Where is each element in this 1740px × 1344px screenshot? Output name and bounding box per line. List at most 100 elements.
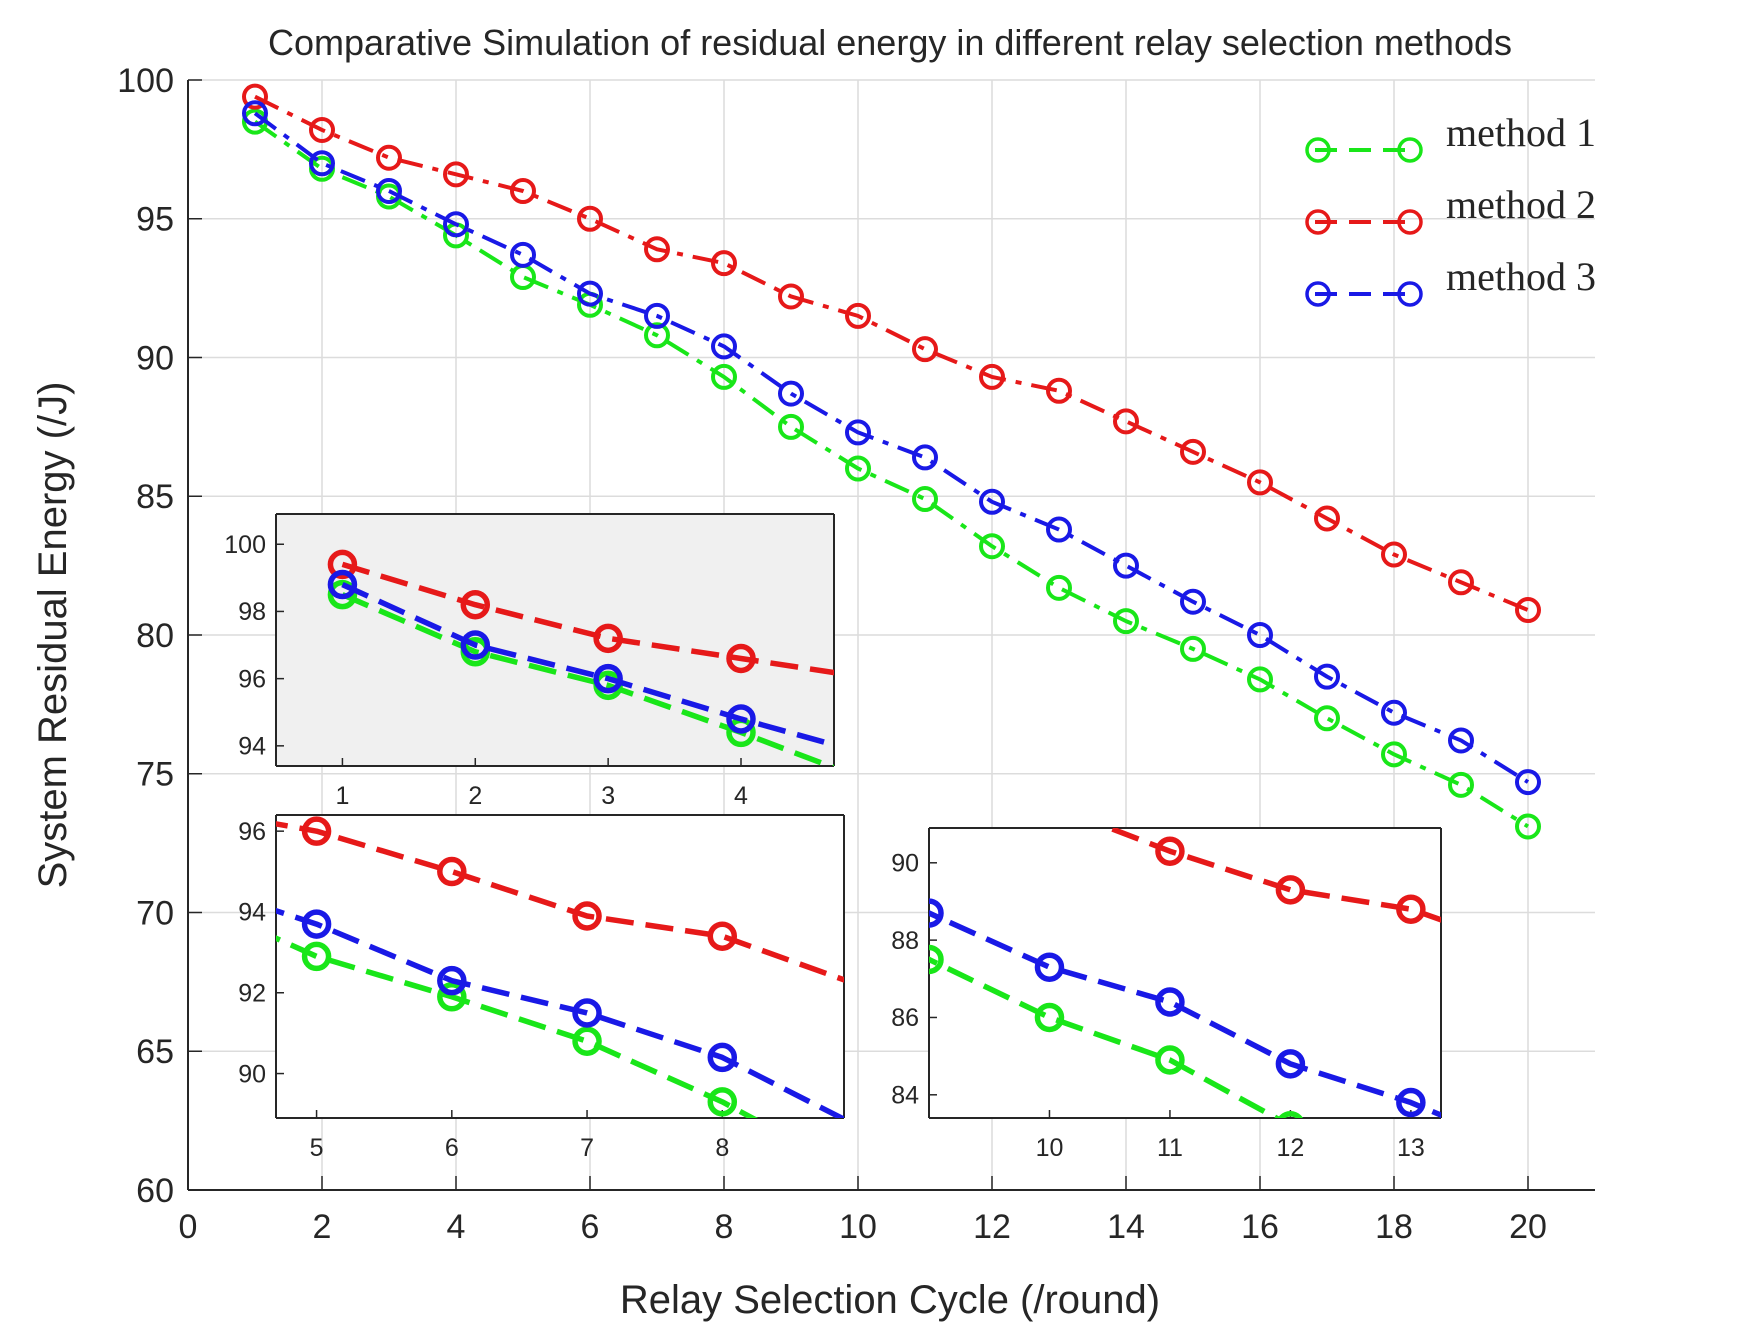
- series-line-method-2: [276, 821, 844, 983]
- data-point-method-1: [1314, 705, 1340, 732]
- data-point-method-2: [309, 116, 335, 143]
- data-point-method-2: [778, 283, 804, 310]
- inset3-chart: 10 11 12 13 84 86 88 90: [891, 827, 1442, 1162]
- data-point-method-3: [1113, 552, 1139, 579]
- series-line-method-1: [341, 592, 834, 766]
- data-point-method-1: [1046, 574, 1072, 601]
- data-point-method-1: [572, 1026, 602, 1056]
- x-tick-label: 10: [839, 1208, 877, 1246]
- inset2-series-group: [276, 816, 844, 1118]
- data-point-method-2: [1180, 438, 1206, 465]
- data-point-method-2: [301, 816, 332, 846]
- data-point-method-2: [327, 549, 358, 580]
- data-point-method-1: [437, 982, 467, 1012]
- data-point-method-1: [711, 363, 737, 390]
- series-line-method-3: [341, 582, 834, 748]
- y-tick-label: 96: [238, 665, 266, 693]
- data-point-method-3: [1046, 516, 1072, 543]
- data-point-method-3: [1515, 769, 1541, 796]
- y-tick-label: 95: [136, 201, 174, 239]
- data-point-method-1: [1515, 813, 1541, 840]
- y-axis-label: System Residual Energy (/J): [31, 382, 75, 889]
- legend-marker: [1397, 137, 1423, 163]
- data-point-method-1: [1113, 608, 1139, 635]
- x-tick-label: 1: [335, 782, 349, 810]
- x-tick-label: 14: [1107, 1208, 1145, 1246]
- y-tick-label: 98: [238, 598, 266, 626]
- series-line-method-1: [276, 935, 759, 1118]
- x-axis-label: Relay Selection Cycle (/round): [620, 1278, 1160, 1322]
- inset3-plot-area: [929, 828, 1441, 1118]
- data-point-method-2: [1381, 541, 1407, 568]
- data-point-method-2: [510, 178, 536, 204]
- data-point-method-1: [979, 533, 1005, 560]
- data-point-method-3: [301, 909, 332, 939]
- data-point-method-3: [1275, 1049, 1306, 1079]
- y-tick-label: 80: [136, 617, 174, 655]
- data-point-method-3: [1448, 727, 1474, 754]
- data-point-method-2: [572, 901, 602, 931]
- x-tick-label: 12: [1277, 1134, 1305, 1162]
- data-point-method-2: [912, 336, 938, 363]
- data-point-method-3: [707, 1042, 738, 1073]
- data-point-method-2: [1314, 505, 1340, 532]
- x-tick-label: 7: [580, 1134, 594, 1162]
- data-point-method-3: [309, 150, 335, 177]
- data-point-method-2: [979, 363, 1005, 390]
- data-point-method-3: [1034, 952, 1065, 982]
- data-point-method-3: [1314, 663, 1340, 690]
- inset2-plot-area: [276, 815, 844, 1118]
- data-point-method-3: [644, 302, 670, 329]
- data-point-method-3: [912, 444, 938, 471]
- x-tick-label: 6: [581, 1208, 600, 1246]
- y-tick-label: 70: [136, 894, 174, 932]
- x-tick-label: 18: [1375, 1208, 1413, 1246]
- x-tick-label: 3: [601, 782, 615, 810]
- data-point-method-3: [929, 898, 944, 928]
- data-point-method-2: [437, 856, 467, 887]
- data-point-method-3: [577, 280, 603, 307]
- legend-label: method 2: [1446, 182, 1596, 227]
- data-point-method-1: [912, 486, 938, 513]
- data-point-method-2: [460, 589, 491, 620]
- data-point-method-3: [1155, 987, 1185, 1017]
- series-line-method-3: [253, 111, 1530, 784]
- data-point-method-2: [1275, 875, 1306, 905]
- data-point-method-2: [845, 302, 871, 329]
- legend-marker: [1305, 137, 1331, 163]
- x-tick-label: 20: [1509, 1208, 1547, 1246]
- data-point-method-2: [1515, 597, 1541, 624]
- data-point-method-1: [778, 413, 804, 440]
- data-point-method-1: [1155, 1045, 1185, 1075]
- data-point-method-3: [1180, 588, 1206, 615]
- data-point-method-2: [593, 623, 623, 654]
- data-point-method-2: [1247, 469, 1273, 496]
- data-point-method-1: [1277, 1110, 1303, 1118]
- data-point-method-3: [376, 178, 402, 204]
- y-tick-label: 90: [891, 850, 919, 878]
- data-point-method-3: [979, 488, 1005, 515]
- y-tick-label: 92: [238, 980, 266, 1008]
- series-line-method-2: [341, 561, 834, 676]
- data-point-method-2: [1046, 377, 1072, 404]
- data-point-method-3: [572, 998, 602, 1028]
- chart-title: Comparative Simulation of residual energ…: [268, 22, 1512, 63]
- main-series-group: [242, 83, 1541, 840]
- data-point-method-1: [845, 455, 871, 482]
- data-point-method-1: [1247, 666, 1273, 693]
- data-point-method-3: [1381, 699, 1407, 726]
- x-tick-label: 8: [715, 1208, 734, 1246]
- inset1-plot-area: [276, 514, 834, 766]
- data-point-method-1: [1381, 741, 1407, 768]
- data-point-method-2: [1448, 569, 1474, 596]
- series-line-method-3: [929, 909, 1441, 1118]
- y-tick-label: 85: [136, 478, 174, 516]
- data-point-method-2: [1396, 894, 1426, 924]
- data-point-method-3: [711, 333, 737, 360]
- x-tick-label: 4: [447, 1208, 466, 1246]
- data-point-method-2: [644, 236, 670, 263]
- x-tick-label: 10: [1036, 1134, 1064, 1162]
- y-tick-label: 100: [117, 62, 174, 100]
- y-tick-label: 90: [238, 1060, 266, 1088]
